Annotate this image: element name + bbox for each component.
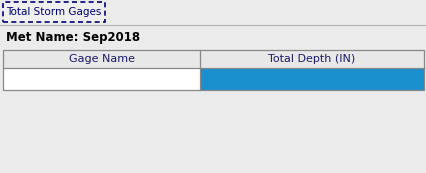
Bar xyxy=(3,68,199,90)
Text: Total Depth (IN): Total Depth (IN) xyxy=(268,54,355,64)
Text: Met Name: Sep2018: Met Name: Sep2018 xyxy=(6,31,140,44)
Bar xyxy=(3,50,199,68)
Bar xyxy=(3,2,105,22)
Bar xyxy=(3,2,105,22)
Bar xyxy=(199,50,423,68)
Text: Total Storm Gages: Total Storm Gages xyxy=(6,7,101,17)
Text: Gage Name: Gage Name xyxy=(68,54,134,64)
Bar xyxy=(3,50,423,90)
Bar xyxy=(199,68,423,90)
